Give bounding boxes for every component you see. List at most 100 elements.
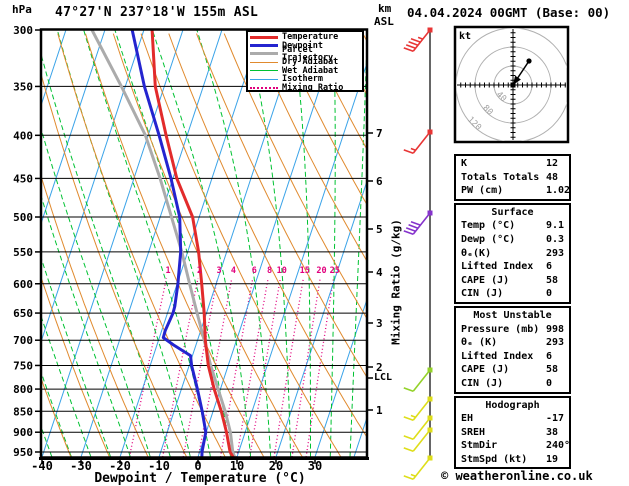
wind-barb bbox=[403, 27, 433, 53]
table-row: CIN (J) 0 bbox=[456, 377, 569, 391]
svg-text:2: 2 bbox=[376, 361, 383, 374]
svg-text:15: 15 bbox=[300, 266, 310, 276]
svg-text:350: 350 bbox=[13, 80, 33, 93]
svg-text:20: 20 bbox=[316, 266, 326, 276]
legend-box: Temperature Dewpoint Parcel Trajectory Dry … bbox=[246, 30, 364, 92]
legend-swatch bbox=[250, 35, 278, 39]
table-section-hodograph: Hodograph EH -17 SREH 38 StmDir 240° StmSpd (kt… bbox=[454, 395, 571, 470]
table-section: K 12 Totals Totals 48 PW (cm) 1.02 bbox=[454, 154, 571, 201]
table-row: Lifted Index 6 bbox=[456, 350, 569, 364]
table-row: θₑ (K) 293 bbox=[456, 336, 569, 350]
table-row-value: 6 bbox=[546, 261, 553, 273]
table-row-label: CIN (J) bbox=[461, 288, 504, 300]
table-row-label: CAPE (J) bbox=[461, 274, 510, 286]
legend-label: Dry Adiabat bbox=[282, 57, 339, 68]
table-row: PW (cm) 1.02 bbox=[456, 184, 570, 198]
legend-label: Parcel Trajectory bbox=[282, 44, 334, 63]
table-row: Pressure (mb) 998 bbox=[456, 323, 569, 337]
table-row: CAPE (J) 58 bbox=[456, 363, 569, 377]
table-section-title: Hodograph bbox=[485, 399, 540, 411]
svg-text:6: 6 bbox=[376, 175, 383, 188]
indices-table: K 12 Totals Totals 48 PW (cm) 1.02 Surface Temp… bbox=[454, 154, 571, 471]
svg-text:10: 10 bbox=[230, 459, 244, 473]
table-row-label: PW (cm) bbox=[461, 185, 504, 197]
legend-swatch bbox=[250, 44, 278, 48]
table-row-value: 998 bbox=[546, 323, 565, 335]
table-row: Dewp (°C) 0.3 bbox=[456, 233, 569, 247]
svg-text:-40: -40 bbox=[31, 459, 53, 473]
table-row-label: θₑ (K) bbox=[461, 337, 498, 349]
table-row-label: StmSpd (kt) bbox=[461, 453, 528, 465]
svg-text:1: 1 bbox=[376, 404, 383, 417]
table-row-label: CAPE (J) bbox=[461, 364, 510, 376]
table-row: K 12 bbox=[456, 157, 569, 171]
legend-item-parcel-trajectory: Parcel Trajectory bbox=[250, 46, 362, 62]
wind-barb bbox=[403, 367, 433, 393]
svg-text:25: 25 bbox=[330, 266, 340, 276]
svg-text:-20: -20 bbox=[109, 459, 131, 473]
svg-text:5: 5 bbox=[376, 223, 383, 236]
table-section-title: Surface bbox=[491, 206, 534, 218]
table-row-value: 38 bbox=[546, 426, 559, 438]
table-row: StmSpd (kt) 19 bbox=[456, 453, 569, 467]
table-row: Totals Totals 48 bbox=[456, 171, 569, 185]
dewpoint-curve bbox=[130, 30, 208, 457]
km-axis-unit-line1: km bbox=[378, 2, 392, 15]
table-row-value: 293 bbox=[546, 247, 565, 259]
legend-label: Mixing Ratio bbox=[282, 82, 344, 93]
lcl-marker-label: LCL bbox=[374, 372, 393, 383]
table-row: Lifted Index 6 bbox=[456, 260, 569, 274]
legend-swatch bbox=[250, 70, 278, 72]
legend-label: Dewpoint bbox=[282, 40, 323, 51]
svg-text:30: 30 bbox=[308, 459, 322, 473]
parcel-trajectory-curve bbox=[90, 30, 237, 457]
table-row-value: 58 bbox=[546, 364, 559, 376]
pressure-unit-label: hPa bbox=[12, 3, 32, 16]
legend-item-dry-adiabat: Dry Adiabat bbox=[250, 57, 362, 68]
table-row-value: 9.1 bbox=[546, 220, 565, 232]
skewt-background bbox=[42, 30, 366, 457]
table-row: CIN (J) 0 bbox=[456, 287, 569, 301]
legend-item-wet-adiabat: Wet Adiabat bbox=[250, 67, 362, 75]
table-row-value: 240° bbox=[546, 440, 571, 452]
table-row-label: Lifted Index bbox=[461, 350, 534, 362]
pressure-axis: 300 350 400 450 500 550 600 650 700 750 800 850 900 9… bbox=[13, 24, 41, 459]
svg-text:2: 2 bbox=[197, 266, 202, 276]
svg-text:950: 950 bbox=[13, 446, 33, 459]
table-row: StmDir 240° bbox=[456, 439, 571, 453]
table-row-label: Temp (°C) bbox=[461, 220, 516, 232]
table-section-title: Most Unstable bbox=[473, 309, 552, 321]
legend-label: Wet Adiabat bbox=[282, 65, 339, 76]
station-title: 47°27'N 237°18'W 155m ASL bbox=[55, 5, 259, 20]
legend-swatch bbox=[250, 78, 278, 80]
wind-barb bbox=[403, 210, 433, 236]
svg-text:3: 3 bbox=[376, 317, 383, 330]
legend-item-dewpoint: Dewpoint bbox=[250, 40, 362, 51]
table-row-label: CIN (J) bbox=[461, 377, 504, 389]
table-row-label: θₑ(K) bbox=[461, 247, 492, 259]
table-row-value: 0 bbox=[546, 377, 553, 389]
table-row-value: 48 bbox=[546, 171, 559, 183]
svg-text:1: 1 bbox=[166, 266, 171, 276]
wind-barb bbox=[403, 415, 433, 441]
svg-text:600: 600 bbox=[13, 278, 33, 291]
svg-text:550: 550 bbox=[13, 246, 33, 259]
table-row-label: StmDir bbox=[461, 440, 498, 452]
svg-text:400: 400 bbox=[13, 129, 33, 142]
svg-text:750: 750 bbox=[13, 359, 33, 372]
table-row: Temp (°C) 9.1 bbox=[456, 219, 569, 233]
svg-text:800: 800 bbox=[13, 383, 33, 396]
svg-text:300: 300 bbox=[13, 24, 33, 37]
svg-text:-30: -30 bbox=[70, 459, 92, 473]
legend-label: Isotherm bbox=[282, 74, 323, 85]
svg-text:4: 4 bbox=[231, 266, 236, 276]
svg-text:-10: -10 bbox=[148, 459, 170, 473]
svg-text:0: 0 bbox=[194, 459, 201, 473]
table-row-value: 293 bbox=[546, 337, 565, 349]
datetime-label: 04.04.2024 00GMT (Base: 00) bbox=[407, 5, 611, 20]
legend-item-temperature: Temperature bbox=[250, 33, 362, 41]
wind-barb bbox=[403, 129, 433, 155]
wind-barb bbox=[403, 455, 433, 481]
